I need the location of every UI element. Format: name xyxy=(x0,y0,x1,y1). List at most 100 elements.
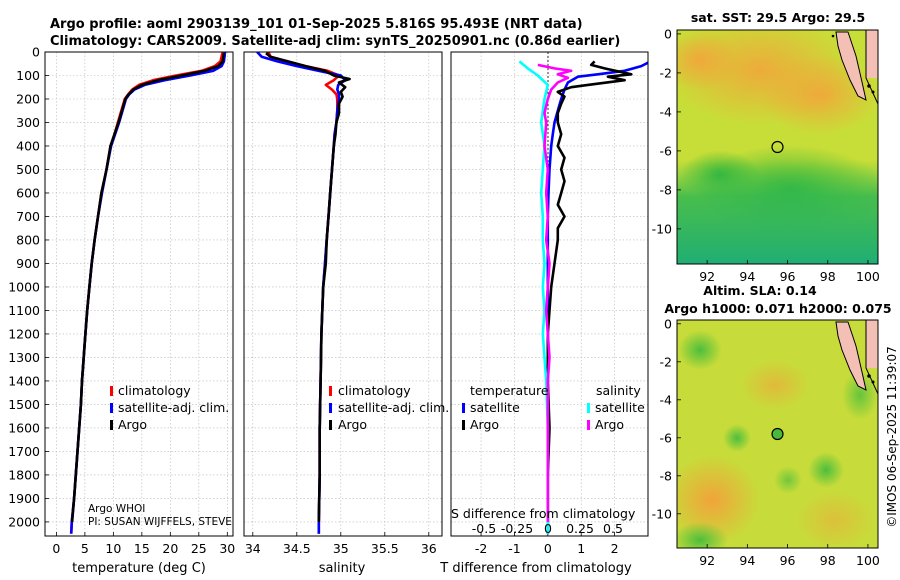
sst-map-title: sat. SST: 29.5 Argo: 29.5 xyxy=(691,10,865,25)
x-tick-label: 34 xyxy=(245,541,261,556)
salinity-grid xyxy=(244,51,442,536)
depth-tick-label: 1700 xyxy=(8,444,40,459)
x-tick-label: 0 xyxy=(52,541,60,556)
difference-panel: -2 -1 0 1 2 T difference from climatology S … xyxy=(439,51,649,576)
temperature-xlabel: temperature (deg C) xyxy=(72,561,206,576)
map-x-tick-label: 98 xyxy=(820,553,836,568)
depth-tick-label: 1900 xyxy=(8,491,40,506)
temperature-x-ticks: 0 5 10 15 20 25 30 xyxy=(52,532,235,556)
series-line-s-satellite xyxy=(518,60,550,534)
sla-profile-location-marker xyxy=(771,427,784,441)
series-line-argo xyxy=(70,52,226,523)
x-tick-label: -2 xyxy=(475,541,487,556)
map-y-tick-label: -10 xyxy=(652,506,672,521)
map-x-tick-label: 100 xyxy=(856,269,880,284)
legend-label-satellite-adj: satellite-adj. clim. xyxy=(118,400,229,415)
salinity-panel: 34 34.5 35 35.5 36 salinity climatology sate… xyxy=(243,51,449,576)
salinity-legend: climatology satellite-adj. clim. Argo xyxy=(329,383,449,432)
map-y-tick-label: -10 xyxy=(652,221,672,236)
s-tick-label: -0.25 xyxy=(501,521,533,536)
legend-swatch-climatology xyxy=(329,386,332,396)
x-tick-label: 20 xyxy=(162,541,178,556)
depth-tick-label: 1500 xyxy=(8,397,40,412)
sla-map-title-line1: Altim. SLA: 0.14 xyxy=(703,283,817,298)
map-y-tick-label: -6 xyxy=(660,143,673,158)
map-y-tick-label: 0 xyxy=(664,316,672,331)
legend-label-argo: Argo xyxy=(338,417,367,432)
map-y-tick-label: -8 xyxy=(660,468,673,483)
difference-lines xyxy=(518,60,648,534)
depth-tick-label: 1000 xyxy=(8,279,40,294)
sst-map-field xyxy=(677,30,878,264)
depth-tick-label: 500 xyxy=(16,162,40,177)
t-difference-x-ticks: -2 -1 0 1 2 xyxy=(475,532,619,556)
depth-tick-label: 1600 xyxy=(8,420,40,435)
legend-swatch-argo xyxy=(329,420,332,430)
map-x-tick-label: 92 xyxy=(699,553,715,568)
legend-title-salinity: salinity xyxy=(596,383,641,398)
map-y-tick-label: -2 xyxy=(660,354,672,369)
x-tick-label: 34.5 xyxy=(283,541,311,556)
legend-swatch-t-satellite xyxy=(462,403,465,413)
depth-tick-label: 1200 xyxy=(8,326,40,341)
temperature-legend: climatology satellite-adj. clim. Argo xyxy=(110,383,229,432)
depth-tick-label: 1400 xyxy=(8,373,40,388)
x-tick-label: 25 xyxy=(191,541,207,556)
x-tick-label: 35 xyxy=(333,541,349,556)
map-x-tick-label: 96 xyxy=(780,553,796,568)
legend-label-s-argo: Argo xyxy=(595,417,624,432)
legend-swatch-satellite-adj xyxy=(110,403,113,413)
x-tick-label: 5 xyxy=(81,541,89,556)
legend-swatch-climatology xyxy=(110,386,113,396)
map-x-tick-label: 98 xyxy=(820,269,836,284)
s-tick-label: -0.5 xyxy=(472,521,496,536)
sst-profile-location-marker xyxy=(771,140,784,154)
sla-map-ticks: 92 94 96 98 100 0 -2 -4 -6 -8 -10 xyxy=(652,316,880,568)
temperature-lines xyxy=(69,52,227,534)
map-y-tick-label: -2 xyxy=(660,65,672,80)
salinity-xlabel: salinity xyxy=(319,561,366,576)
series-line-s-argo xyxy=(537,63,573,522)
legend-label-t-argo: Argo xyxy=(470,417,499,432)
difference-legend: temperature satellite Argo salinity sate… xyxy=(462,383,645,432)
map-y-tick-label: -4 xyxy=(660,104,673,119)
figure-title-line1: Argo profile: aoml 2903139_101 01-Sep-20… xyxy=(50,17,583,32)
legend-label-argo: Argo xyxy=(118,417,147,432)
series-line-t-argo xyxy=(546,60,633,522)
depth-tick-label: 400 xyxy=(16,138,40,153)
legend-swatch-argo xyxy=(110,420,113,430)
x-tick-label: 10 xyxy=(105,541,121,556)
map-y-tick-label: 0 xyxy=(664,26,672,41)
argo-institution-note: Argo WHOI xyxy=(88,503,145,515)
map-x-tick-label: 100 xyxy=(856,553,880,568)
map-x-tick-label: 94 xyxy=(739,553,755,568)
x-tick-label: 15 xyxy=(134,541,150,556)
s-difference-ticks: -0.5 -0.25 0 0.25 0.5 xyxy=(472,521,623,536)
legend-label-climatology: climatology xyxy=(118,383,191,398)
map-y-tick-label: -8 xyxy=(660,182,673,197)
map-y-tick-label: -4 xyxy=(660,392,673,407)
sst-map-ticks: 92 94 96 98 100 0 -2 -4 -6 -8 -10 xyxy=(652,26,880,284)
depth-tick-label: 600 xyxy=(16,185,40,200)
s-tick-label: 0.25 xyxy=(566,521,594,536)
salinity-lines xyxy=(256,52,351,534)
legend-swatch-s-argo xyxy=(587,420,590,430)
sla-map-field xyxy=(677,320,878,548)
legend-swatch-t-argo xyxy=(462,420,465,430)
s-difference-xlabel: S difference from climatology xyxy=(451,506,636,521)
x-tick-label: 30 xyxy=(219,541,235,556)
depth-tick-label: 300 xyxy=(16,115,40,130)
legend-title-temperature: temperature xyxy=(470,383,549,398)
map-y-tick-label: -6 xyxy=(660,430,673,445)
depth-tick-label: 2000 xyxy=(8,514,40,529)
x-tick-label: 1 xyxy=(577,541,585,556)
depth-tick-label: 700 xyxy=(16,209,40,224)
x-tick-label: 2 xyxy=(611,541,619,556)
depth-axis-ticks: 0 100 200 300 400 500 600 700 800 900 1000 1100 1200… xyxy=(8,45,49,529)
argo-pi-note: PI: SUSAN WIJFFELS, STEVEN xyxy=(88,516,240,528)
temperature-panel: 0 5 10 15 20 25 30 0 100 200 300 400 500 600 700 800 90… xyxy=(8,45,240,577)
depth-tick-label: 100 xyxy=(16,68,40,83)
map-x-tick-label: 96 xyxy=(780,269,796,284)
depth-tick-label: 0 xyxy=(32,45,40,60)
